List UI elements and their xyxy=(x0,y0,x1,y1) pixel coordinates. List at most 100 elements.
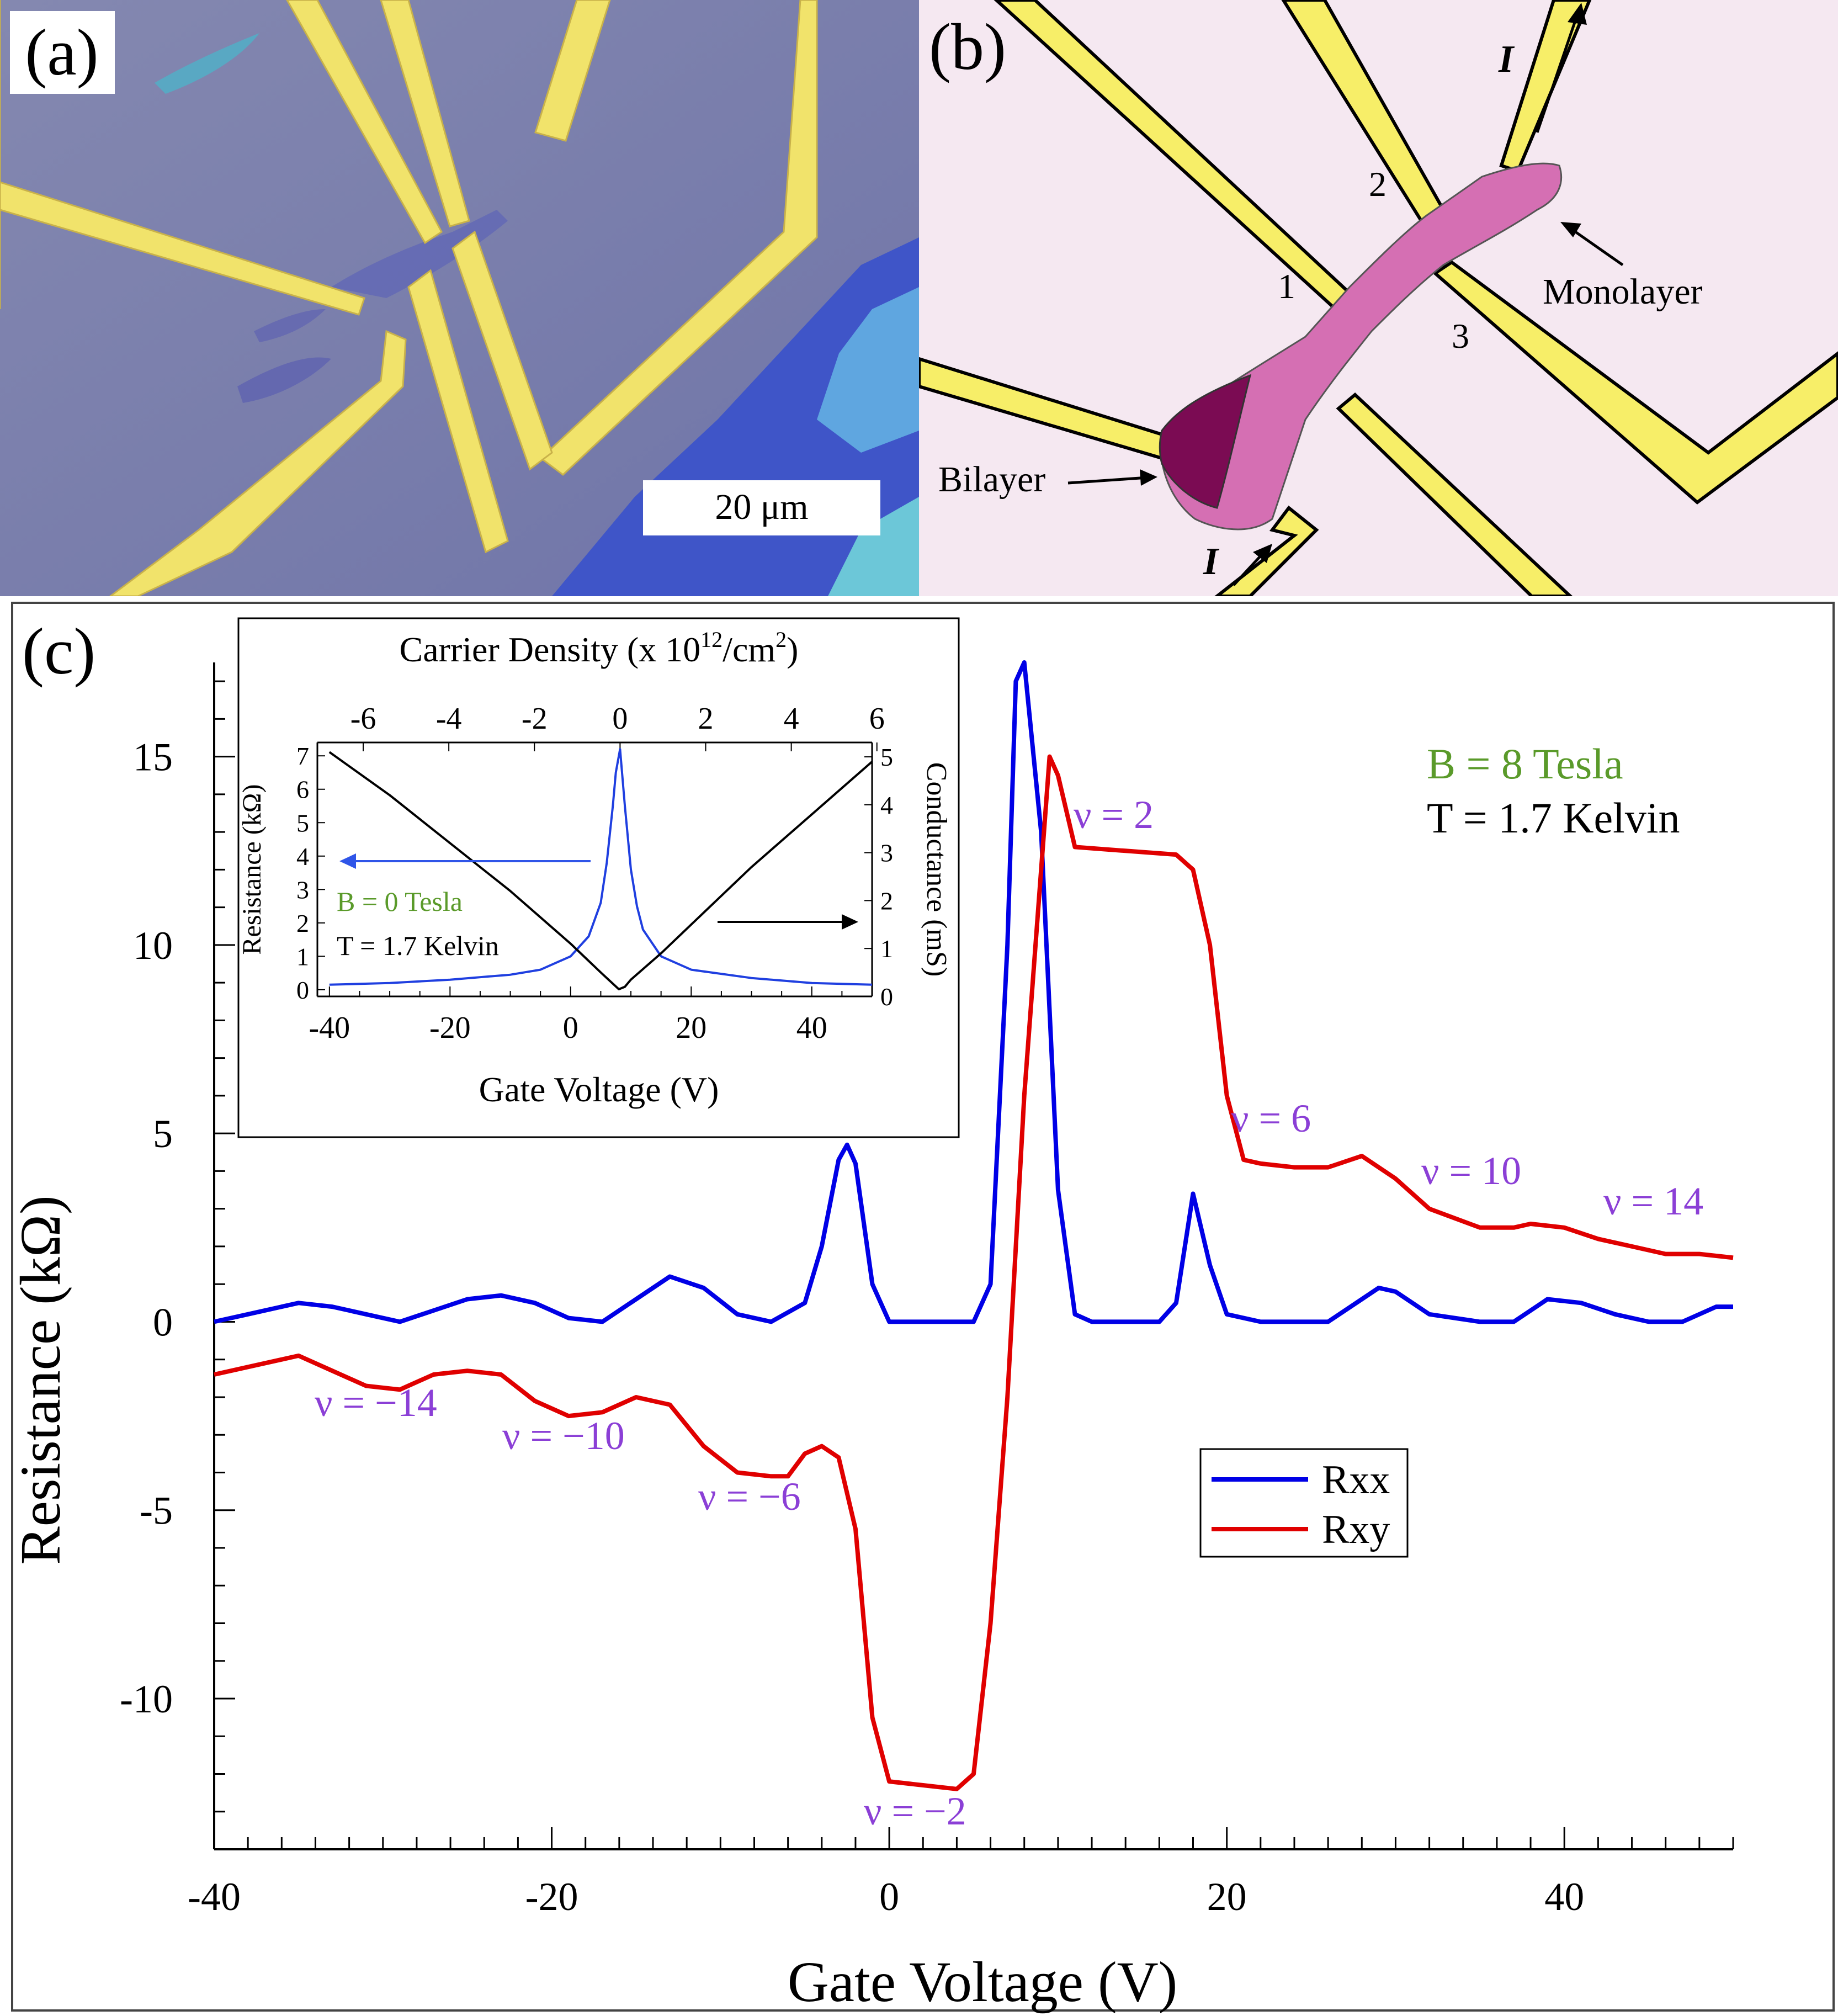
inset-x-tick-label: 0 xyxy=(563,1011,578,1045)
x-tick-label: -20 xyxy=(525,1875,578,1919)
inset-right-tick-label: 2 xyxy=(880,887,893,915)
cyan-flake xyxy=(155,33,259,94)
y-tick-label: 10 xyxy=(133,924,173,968)
inset-x-tick-label: -20 xyxy=(429,1011,471,1045)
main-axis-ticks xyxy=(213,680,1734,1850)
inset-top-tick-label: -6 xyxy=(350,702,376,736)
bilayer-region xyxy=(1159,374,1252,509)
graphene-flake-fragment xyxy=(237,357,331,403)
nu-label: ν = 14 xyxy=(1603,1179,1703,1223)
nu-label: ν = −14 xyxy=(315,1381,437,1425)
inset-x-tick-label: 40 xyxy=(796,1011,827,1045)
contact-number-1: 1 xyxy=(1278,267,1295,306)
inset-field-annotation: B = 0 Tesla xyxy=(337,886,463,917)
inset-left-tick-label: 3 xyxy=(296,876,309,904)
main-y-axis-label: Resistance (kΩ) xyxy=(9,1195,72,1564)
inset-top-tick-label: 2 xyxy=(698,702,714,736)
bilayer-arrow xyxy=(1067,476,1149,485)
inset-left-tick-label: 5 xyxy=(296,809,309,837)
inset-left-axis-label: Resistance (kΩ) xyxy=(237,784,267,955)
inset-right-tick-label: 4 xyxy=(880,791,893,819)
inset-right-tick-label: 0 xyxy=(880,983,893,1011)
contact-number-2: 2 xyxy=(1369,165,1387,204)
current-label-bottom: I xyxy=(1203,540,1220,583)
inset-top-label-sup: 2 xyxy=(775,627,787,652)
inset-top-tick-label: 0 xyxy=(612,702,628,736)
inset-top-tick-label: 6 xyxy=(869,702,885,736)
inset-left-arrowhead xyxy=(339,853,356,869)
inset-top-label-part: Carrier Density (x 10 xyxy=(400,630,701,669)
inset-series-resistance xyxy=(329,748,873,986)
thick-graphite-region-teal xyxy=(828,497,919,596)
nu-label: ν = −2 xyxy=(864,1789,966,1833)
field-annotation: B = 8 Tesla xyxy=(1427,740,1623,788)
nu-label: ν = −6 xyxy=(698,1474,801,1519)
monolayer-label: Monolayer xyxy=(1543,272,1703,312)
inset: Carrier Density (x 1012/cm2) -40 -20 0 20 40… xyxy=(237,617,960,1138)
y-tick-label: 15 xyxy=(133,735,173,779)
x-tick-label: 0 xyxy=(879,1875,899,1919)
panel-a-label-box xyxy=(10,11,115,94)
bilayer-arrowhead xyxy=(1140,469,1157,486)
inset-left-tick-label: 2 xyxy=(296,909,309,937)
legend-label-rxy: Rxy xyxy=(1322,1507,1390,1552)
inset-right-tick-label: 5 xyxy=(880,743,893,771)
inset-frame xyxy=(237,617,960,1138)
inset-temperature-annotation: T = 1.7 Kelvin xyxy=(337,930,499,961)
main-series-group xyxy=(214,660,1734,1791)
inset-top-axis-label: Carrier Density (x 1012/cm2) xyxy=(400,627,799,669)
panel-a-micrograph: 20 μm (a) xyxy=(0,0,919,596)
nu-label: ν = 2 xyxy=(1074,793,1154,837)
monolayer-region xyxy=(1160,162,1563,530)
current-arrow-top xyxy=(1536,10,1580,133)
monolayer-arrowhead xyxy=(1560,222,1581,237)
panel-b: 1 2 3 I I Monolayer Bilayer (b) xyxy=(919,0,1838,596)
panel-c: (c) -40 -20 0 20 40 15 10 5 0 -5 -10 Gate Voltage … xyxy=(0,596,1838,2016)
panel-c-label: (c) xyxy=(22,614,95,688)
nu-label: ν = 6 xyxy=(1231,1096,1311,1140)
bilayer-label: Bilayer xyxy=(938,459,1045,500)
y-tick-label: 0 xyxy=(153,1300,173,1344)
inset-top-tick-label: -2 xyxy=(522,702,548,736)
panel-b-label: (b) xyxy=(929,10,1006,83)
inset-series-conductance xyxy=(328,751,873,990)
graphene-flake xyxy=(331,210,508,298)
inset-left-tick-label: 7 xyxy=(296,742,309,770)
current-label-top: I xyxy=(1498,38,1515,81)
nu-label: ν = 10 xyxy=(1421,1149,1521,1193)
x-tick-label: 20 xyxy=(1207,1875,1247,1919)
series-line-rxx xyxy=(214,660,1733,1324)
x-tick-label: 40 xyxy=(1544,1875,1584,1919)
nu-label: ν = −10 xyxy=(502,1414,625,1458)
panel-b-schematic: 1 2 3 I I Monolayer Bilayer (b) xyxy=(919,0,1838,596)
inset-series-group xyxy=(328,748,873,990)
inset-left-tick-label: 0 xyxy=(296,976,309,1004)
inset-left-tick-label: 6 xyxy=(296,776,309,804)
scale-bar-box xyxy=(643,480,880,535)
series-line-rxy xyxy=(214,754,1734,1791)
inset-x-axis-label: Gate Voltage (V) xyxy=(479,1070,719,1109)
inset-x-tick-label: 20 xyxy=(676,1011,706,1045)
monolayer-arrow xyxy=(1566,225,1624,267)
inset-right-arrowhead xyxy=(842,914,858,930)
gold-electrodes xyxy=(0,0,818,596)
panel-a: 20 μm (a) xyxy=(0,0,919,596)
main-x-axis-label: Gate Voltage (V) xyxy=(788,1950,1178,2014)
electrode-leads xyxy=(919,0,1838,596)
inset-right-axis-label: Conductance (mS) xyxy=(921,762,952,977)
inset-top-label-part: /cm xyxy=(723,630,775,669)
inset-x-tick-label: -40 xyxy=(309,1011,350,1045)
inset-right-tick-label: 3 xyxy=(880,839,893,867)
legend-label-rxx: Rxx xyxy=(1322,1457,1390,1503)
y-tick-label: -5 xyxy=(140,1489,173,1533)
contact-number-3: 3 xyxy=(1452,316,1469,356)
inset-top-label-sup: 12 xyxy=(700,627,723,652)
inset-top-tick-label: 4 xyxy=(784,702,799,736)
inset-axis-ticks xyxy=(317,742,878,997)
inset-right-tick-label: 1 xyxy=(880,935,893,963)
current-arrowhead-top xyxy=(1568,3,1587,25)
legend: Rxx Rxy xyxy=(1199,1448,1409,1558)
